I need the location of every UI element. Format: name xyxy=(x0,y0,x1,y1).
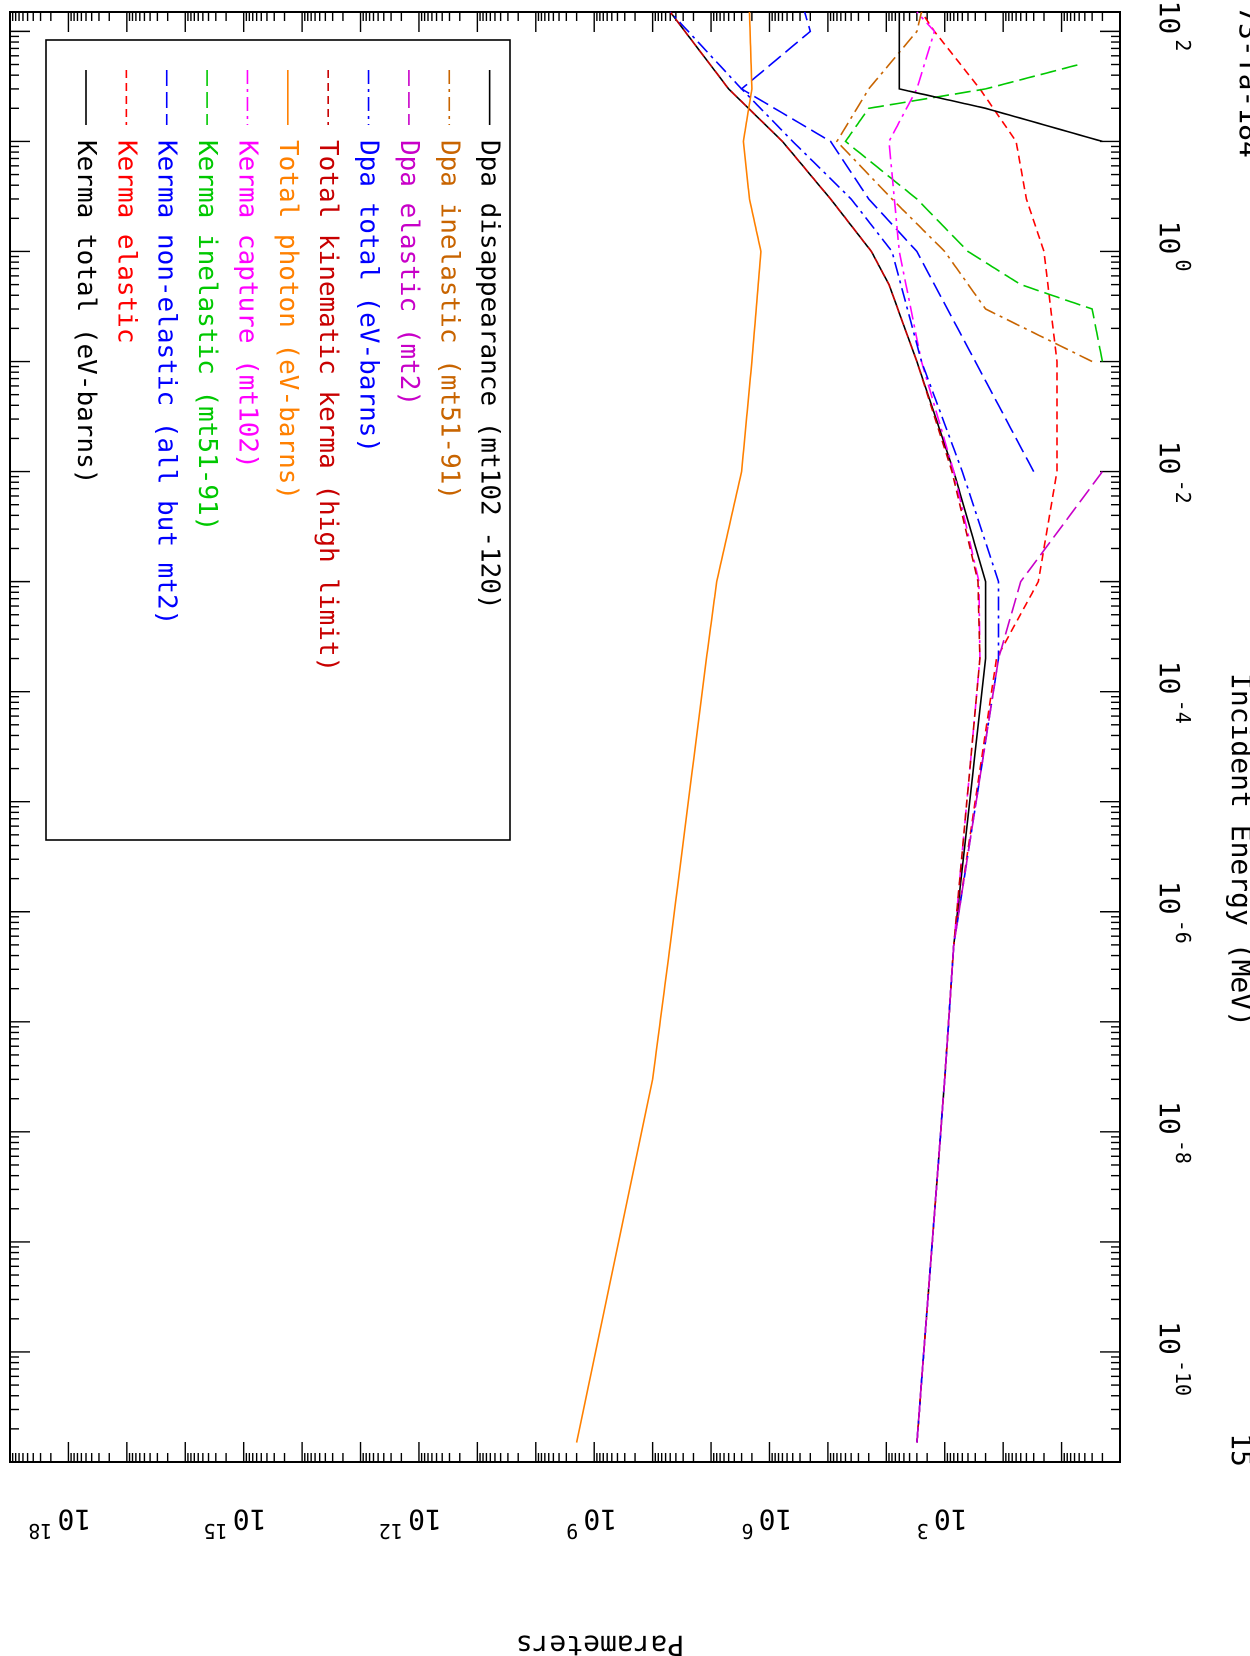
legend-label: Dpa inelastic (mt51-91) xyxy=(434,140,464,500)
x-tick-exp: -4 xyxy=(1171,700,1195,724)
x-tick-base: 10 xyxy=(1153,1101,1186,1135)
x-tick-exp: -8 xyxy=(1171,1140,1195,1164)
x-tick-exp: 2 xyxy=(1171,39,1195,51)
legend-label: Dpa elastic (mt2) xyxy=(394,140,424,406)
x-axis-title: Incident Energy (MeV) xyxy=(1225,673,1250,1027)
legend-label: Kerma total (eV-barns) xyxy=(71,140,101,484)
y-axis-title: Parameters xyxy=(516,1629,685,1656)
x-tick-exp: -6 xyxy=(1171,920,1195,944)
y-tick-exp: 9 xyxy=(566,1519,578,1543)
x-tick-label: 10-2 xyxy=(1153,441,1195,504)
x-tick-exp: 0 xyxy=(1171,259,1195,271)
y-tick-label: 106 xyxy=(741,1503,792,1543)
series-line-3 xyxy=(740,11,1035,472)
axis-labels: 73-Ta-184 Incident Energy (MeV) Paramete… xyxy=(516,6,1250,1656)
y-tick-exp: 6 xyxy=(741,1519,753,1543)
y-tick-base: 10 xyxy=(58,1503,92,1536)
x-tick-label: 10-6 xyxy=(1153,881,1195,944)
legend-label: Kerma capture (mt102) xyxy=(232,140,262,469)
series-line-1 xyxy=(669,11,987,1443)
series-line-4 xyxy=(844,63,1104,362)
x-tick-exp: -2 xyxy=(1171,480,1195,504)
plot-area: 10-1010-810-610-410-21001021031061091012… xyxy=(9,1,1195,1543)
legend-box xyxy=(45,39,511,841)
corner-label: 73-Ta-184 xyxy=(1233,6,1250,158)
legend-label: Total photon (eV-barns) xyxy=(273,140,303,500)
x-tick-base: 10 xyxy=(1153,881,1186,915)
y-tick-base: 10 xyxy=(583,1503,617,1536)
legend-label: Total kinematic kerma (high limit) xyxy=(313,140,343,672)
x-tick-base: 10 xyxy=(1153,1,1186,35)
legend-label: Dpa disappearance (mt102 -120) xyxy=(475,140,505,610)
series-line-11 xyxy=(898,12,1103,143)
x-tick-label: 10-8 xyxy=(1153,1101,1195,1164)
y-tick-exp: 12 xyxy=(379,1519,403,1543)
legend: Kerma total (eV-barns) Kerma elastic Kerma… xyxy=(45,39,511,841)
series-line-10 xyxy=(835,11,1093,363)
x-tick-exp: -10 xyxy=(1171,1360,1195,1396)
x-tick-label: 102 xyxy=(1153,1,1195,52)
y-tick-label: 109 xyxy=(566,1503,617,1543)
x-tick-base: 10 xyxy=(1153,441,1186,475)
series-line-6 xyxy=(575,11,762,1443)
y-tick-base: 10 xyxy=(759,1503,793,1536)
y-tick-label: 103 xyxy=(917,1503,968,1543)
y-tick-base: 10 xyxy=(934,1503,968,1536)
x-tick-base: 10 xyxy=(1153,1321,1186,1355)
legend-label: Kerma non-elastic (all but mt2) xyxy=(152,140,182,625)
y-tick-exp: 18 xyxy=(28,1519,52,1543)
y-tick-base: 10 xyxy=(233,1503,267,1536)
series-line-9 xyxy=(916,471,1104,1443)
x-tick-label: 100 xyxy=(1153,221,1195,272)
y-tick-base: 10 xyxy=(408,1503,442,1536)
y-tick-exp: 15 xyxy=(204,1519,228,1543)
series-line-8 xyxy=(669,11,1000,1443)
series-line-7 xyxy=(669,11,981,1443)
legend-label: Dpa total (eV-barns) xyxy=(354,140,384,453)
x-start-label: 15 xyxy=(1225,1433,1250,1467)
plot-frame xyxy=(9,11,1121,1463)
x-tick-label: 10-10 xyxy=(1153,1321,1195,1396)
legend-label: Kerma elastic xyxy=(111,140,141,344)
legend-label: Kerma inelastic (mt51-91) xyxy=(192,140,222,531)
y-tick-exp: 3 xyxy=(917,1519,929,1543)
x-tick-base: 10 xyxy=(1153,661,1186,695)
series-line-5 xyxy=(888,11,981,1443)
x-tick-base: 10 xyxy=(1153,221,1186,255)
x-tick-label: 10-4 xyxy=(1153,661,1195,724)
